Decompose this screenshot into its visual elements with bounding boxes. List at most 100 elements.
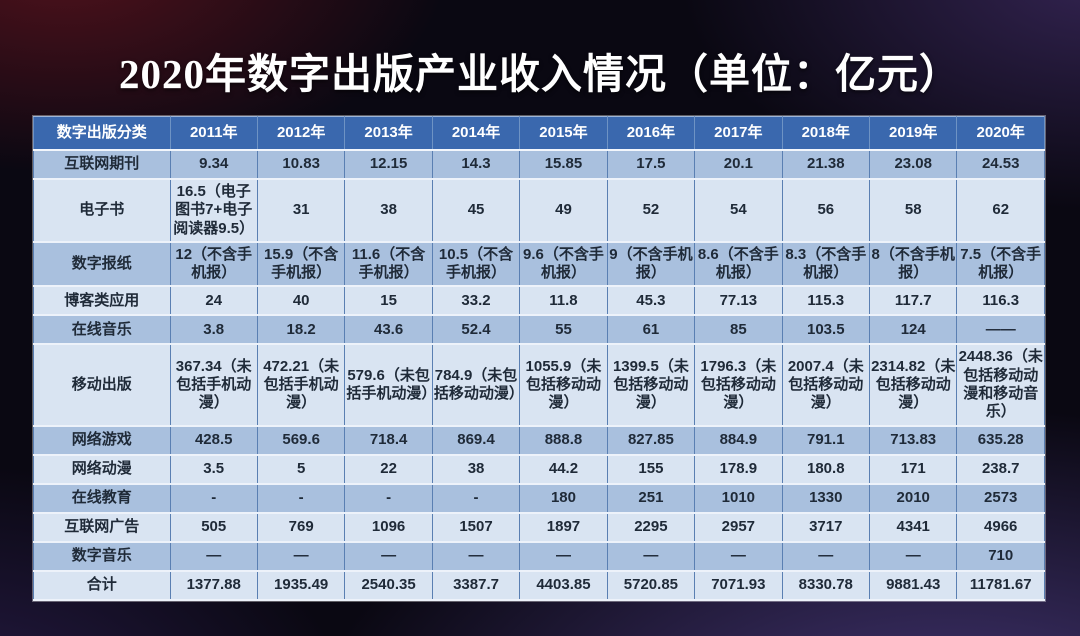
table-cell: 9881.43	[868, 569, 958, 601]
row-label: 互联网广告	[33, 511, 171, 543]
table-cell: 44.2	[519, 453, 608, 485]
table-cell: 1935.49	[256, 569, 346, 601]
table-cell: 505	[169, 511, 258, 543]
table-row: 数字报纸 12（不含手机报） 15.9（不含手机报） 11.6（不含手机报） 10.5（…	[33, 240, 1045, 288]
table-cell: 1796.3（未包括移动动漫）	[694, 343, 783, 427]
row-label: 在线音乐	[33, 314, 171, 346]
row-label: 数字报纸	[33, 240, 171, 288]
table-row: 移动出版 367.34（未包括手机动漫） 472.21（未包括手机动漫） 579.6（…	[33, 343, 1045, 427]
table-cell: —	[868, 540, 958, 572]
table-cell: 12（不含手机报）	[169, 240, 258, 288]
revenue-table: 数字出版分类 2011年 2012年 2013年 2014年 2015年 2016年 2017…	[33, 116, 1045, 601]
table-cell: 428.5	[169, 424, 258, 456]
table-row: 在线音乐 3.8 18.2 43.6 52.4 55 61 85 103.5 124 ——	[33, 314, 1045, 346]
table-cell: 10.5（不含手机报）	[431, 240, 521, 288]
table-cell: 115.3	[781, 285, 871, 317]
table-cell: 15.9（不含手机报）	[256, 240, 346, 288]
column-header-year: 2015年	[519, 116, 608, 151]
table-cell: 1330	[781, 482, 871, 514]
row-label: 博客类应用	[33, 285, 171, 317]
row-label: 在线教育	[33, 482, 171, 514]
table-cell: 2007.4（未包括移动动漫）	[781, 343, 871, 427]
column-header-year: 2017年	[694, 116, 783, 151]
row-label: 网络动漫	[33, 453, 171, 485]
table-row: 网络游戏 428.5 569.6 718.4 869.4 888.8 827.85 884.9…	[33, 424, 1045, 456]
table-cell: 718.4	[344, 424, 433, 456]
table-cell: 38	[344, 178, 433, 243]
table-cell: —	[694, 540, 783, 572]
table-cell: 5720.85	[606, 569, 696, 601]
table-cell: 45.3	[606, 285, 696, 317]
row-label: 合计	[33, 569, 171, 601]
table-cell: 2573	[956, 482, 1045, 514]
table-cell: 2448.36（未包括移动动漫和移动音乐）	[956, 343, 1045, 427]
table-cell: 61	[606, 314, 696, 346]
table-cell: 38	[431, 453, 521, 485]
page-title: 2020年数字出版产业收入情况（单位：亿元）	[119, 51, 961, 97]
table-cell: 8330.78	[781, 569, 871, 601]
table-cell: 45	[431, 178, 521, 243]
column-header-year: 2016年	[606, 116, 696, 151]
table-cell: 22	[344, 453, 433, 485]
table-cell: 103.5	[781, 314, 871, 346]
table-cell: 23.08	[868, 149, 958, 180]
table-cell: 62	[956, 178, 1045, 243]
table-cell: 55	[519, 314, 608, 346]
table-cell: 4403.85	[519, 569, 608, 601]
table-row: 数字音乐 — — — — — — — — —710	[33, 540, 1045, 572]
table-cell: —	[781, 540, 871, 572]
table-cell: 14.3	[431, 149, 521, 180]
table-cell: 238.7	[956, 453, 1045, 485]
table-cell: —	[519, 540, 608, 572]
column-header-year: 2019年	[868, 116, 958, 151]
table-cell: 7.5（不含手机报）	[956, 240, 1045, 288]
table-cell: 12.15	[344, 149, 433, 180]
table-cell: -	[344, 482, 433, 514]
table-cell: 1010	[694, 482, 783, 514]
table-cell: 24.53	[956, 149, 1045, 180]
table-cell: 3.8	[169, 314, 258, 346]
table-cell: 2540.35	[344, 569, 433, 601]
table-cell: 54	[694, 178, 783, 243]
column-header-year: 2012年	[256, 116, 346, 151]
table-cell: 251	[606, 482, 696, 514]
table-cell: 472.21（未包括手机动漫）	[256, 343, 346, 427]
table-cell: 24	[169, 285, 258, 317]
table-cell: 710	[956, 540, 1045, 572]
table-cell: —	[256, 540, 346, 572]
table-cell: 58	[868, 178, 958, 243]
table-cell: 3.5	[169, 453, 258, 485]
table-cell: 8.3（不含手机报）	[781, 240, 871, 288]
table-cell: 1055.9（未包括移动动漫）	[519, 343, 608, 427]
table-header-row: 数字出版分类 2011年 2012年 2013年 2014年 2015年 2016年 2017…	[33, 116, 1045, 151]
table-cell: 21.38	[781, 149, 871, 180]
table-cell: 4341	[868, 511, 958, 543]
table-cell: 8.6（不含手机报）	[694, 240, 783, 288]
table-cell: 1507	[431, 511, 521, 543]
table-cell: —	[344, 540, 433, 572]
table-row: 合计 1377.88 1935.49 2540.35 3387.7 4403.85 5720…	[33, 569, 1045, 601]
column-header-year: 2018年	[781, 116, 871, 151]
table-cell: 52.4	[431, 314, 521, 346]
table-cell: 2314.82（未包括移动动漫）	[868, 343, 958, 427]
table-cell: 3387.7	[431, 569, 521, 601]
row-label: 互联网期刊	[33, 149, 171, 180]
table-cell: 43.6	[344, 314, 433, 346]
table-cell: -	[169, 482, 258, 514]
table-cell: 15.85	[519, 149, 608, 180]
table-cell: 116.3	[956, 285, 1045, 317]
table-cell: —	[169, 540, 258, 572]
table-cell: 17.5	[606, 149, 696, 180]
table-cell: 31	[256, 178, 346, 243]
column-header-year: 2020年	[956, 116, 1045, 151]
table-cell: 20.1	[694, 149, 783, 180]
table-cell: 10.83	[256, 149, 346, 180]
table-cell: 635.28	[956, 424, 1045, 456]
table-cell: —	[606, 540, 696, 572]
table-cell: 33.2	[431, 285, 521, 317]
table-cell: 579.6（未包括手机动漫）	[344, 343, 436, 427]
column-header-year: 2014年	[431, 116, 521, 151]
table-row: 互联网期刊 9.34 10.83 12.15 14.3 15.85 17.5 20.1 21.3…	[33, 149, 1045, 180]
table-cell: 40	[256, 285, 346, 317]
